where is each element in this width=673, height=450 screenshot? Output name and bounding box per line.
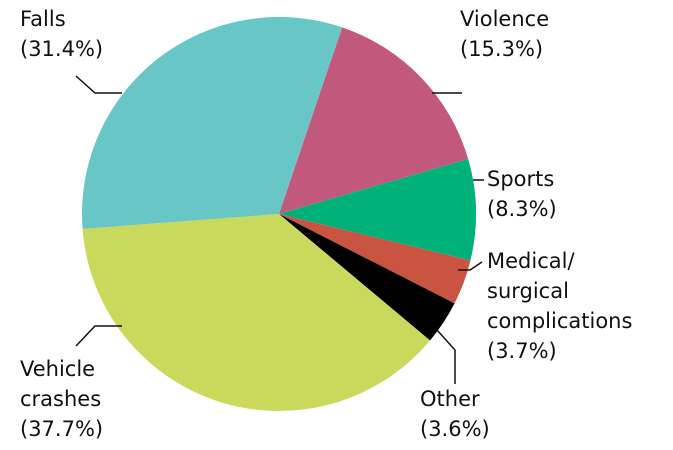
pie — [82, 17, 476, 411]
leader-line — [75, 325, 122, 347]
value-label: (3.6%) — [420, 417, 490, 441]
pie-slice — [82, 17, 343, 229]
category-label: Violence — [460, 7, 549, 31]
value-label: (31.4%) — [20, 37, 103, 61]
leader-line — [75, 75, 122, 94]
pie-slice — [82, 214, 431, 411]
category-label: Sports — [487, 167, 554, 191]
pie-slice — [279, 214, 455, 341]
pie-slice — [279, 214, 471, 304]
category-label: Vehicle crashes — [20, 357, 101, 411]
category-label: Other — [420, 387, 480, 411]
category-label: Medical/surgical complications — [487, 249, 632, 333]
pie-slice — [279, 27, 469, 214]
value-label: (37.7%) — [20, 417, 103, 441]
value-label: (8.3%) — [487, 197, 557, 221]
leader-line — [436, 329, 456, 384]
value-label: (15.3%) — [460, 37, 543, 61]
pie-slice — [279, 158, 476, 261]
value-label: (3.7%) — [487, 339, 557, 363]
labels: Violence (15.3%) Sports (8.3%) Medical/surgi… — [20, 7, 632, 441]
leader-line — [458, 261, 483, 271]
category-label: Falls — [20, 7, 66, 31]
